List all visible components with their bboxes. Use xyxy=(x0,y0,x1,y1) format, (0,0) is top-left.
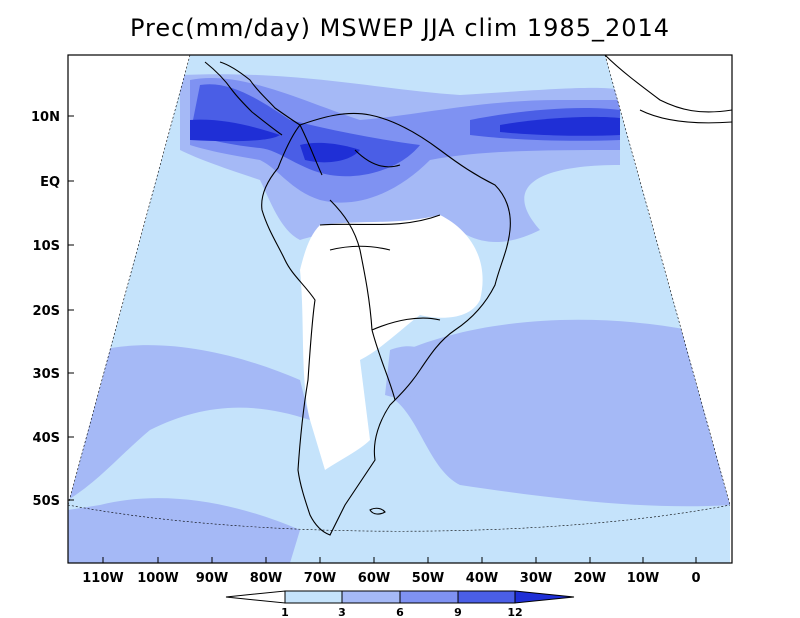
precip-field xyxy=(68,55,730,563)
lat-label: 10N xyxy=(31,110,60,125)
lon-ticks xyxy=(102,557,697,563)
dry-land xyxy=(300,215,483,470)
colorbar-segment-3-6 xyxy=(341,590,401,604)
lon-label: 110W xyxy=(82,571,123,586)
precip-band-gt-12 xyxy=(500,116,620,136)
lon-label: 40W xyxy=(466,571,498,586)
coastlines xyxy=(204,55,732,536)
lon-label: 10W xyxy=(627,571,659,586)
domain-edge xyxy=(68,55,731,506)
domain-edge xyxy=(68,504,731,532)
colorbar-tick-label: 12 xyxy=(507,606,522,618)
precip-band-gt-12 xyxy=(190,119,280,142)
lon-label: 0 xyxy=(691,571,700,586)
colorbar-segment-6-9 xyxy=(399,590,459,604)
colorbar-tick-label: 9 xyxy=(454,606,462,618)
colorbar: 1 3 6 9 12 xyxy=(225,590,575,618)
lat-ticks xyxy=(68,115,74,501)
colorbar-segment-below-1 xyxy=(225,590,286,604)
lat-label: 50S xyxy=(33,494,60,509)
lon-label: 80W xyxy=(250,571,282,586)
plot-frame xyxy=(67,54,733,564)
plot-title: Prec(mm/day) MSWEP JJA clim 1985_2014 xyxy=(129,14,671,42)
colorbar-segment-9-12 xyxy=(457,590,516,604)
lon-label: 60W xyxy=(358,571,390,586)
colorbar-segment-1-3 xyxy=(284,590,343,604)
colorbar-tick-label: 1 xyxy=(281,606,289,618)
lat-label: 10S xyxy=(33,239,60,254)
lon-labels: 110W 100W 90W 80W 70W 60W 50W 40W 30W 20… xyxy=(82,571,700,586)
lon-label: 50W xyxy=(412,571,444,586)
colorbar-tick-label: 6 xyxy=(396,606,404,618)
lon-label: 100W xyxy=(137,571,178,586)
lat-labels: 10N EQ 10S 20S 30S 40S 50S xyxy=(31,110,60,509)
precip-band-3-6 xyxy=(385,346,433,398)
lat-label: 30S xyxy=(33,367,60,382)
precip-band-3-6 xyxy=(68,345,310,500)
precip-band-3-6 xyxy=(68,498,300,563)
precip-band-6-9 xyxy=(190,78,620,203)
lon-label: 20W xyxy=(574,571,606,586)
colorbar-segment-above-12 xyxy=(514,590,575,604)
lon-label: 70W xyxy=(304,571,336,586)
precip-band-3-6 xyxy=(395,319,730,507)
lat-label: 20S xyxy=(33,304,60,319)
colorbar-tick-label: 3 xyxy=(338,606,346,618)
lon-label: 30W xyxy=(520,571,552,586)
lon-label: 90W xyxy=(196,571,228,586)
lat-label: 40S xyxy=(33,431,60,446)
lat-label: EQ xyxy=(40,175,60,190)
